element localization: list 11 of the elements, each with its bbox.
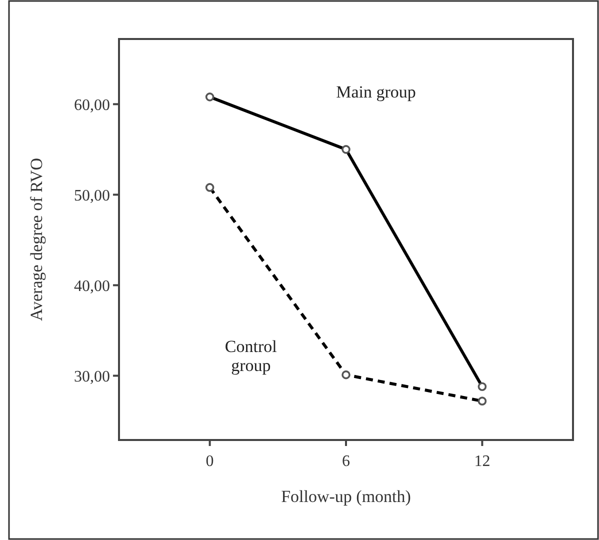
x-tick-label: 6 (342, 453, 350, 470)
y-tick-label: 40,00 (74, 278, 110, 295)
x-tick-label: 0 (206, 453, 214, 470)
x-axis-title: Follow-up (month) (281, 487, 411, 506)
y-axis-title: Average degree of RVO (27, 158, 46, 322)
series-label: Control group (224, 336, 278, 375)
x-tick-label: 12 (474, 453, 490, 470)
text: Main group (336, 82, 416, 102)
y-tick-label: 30,00 (74, 368, 110, 386)
y-tick-label: 60,00 (74, 96, 110, 114)
y-tick-label: 50,00 (74, 187, 110, 204)
